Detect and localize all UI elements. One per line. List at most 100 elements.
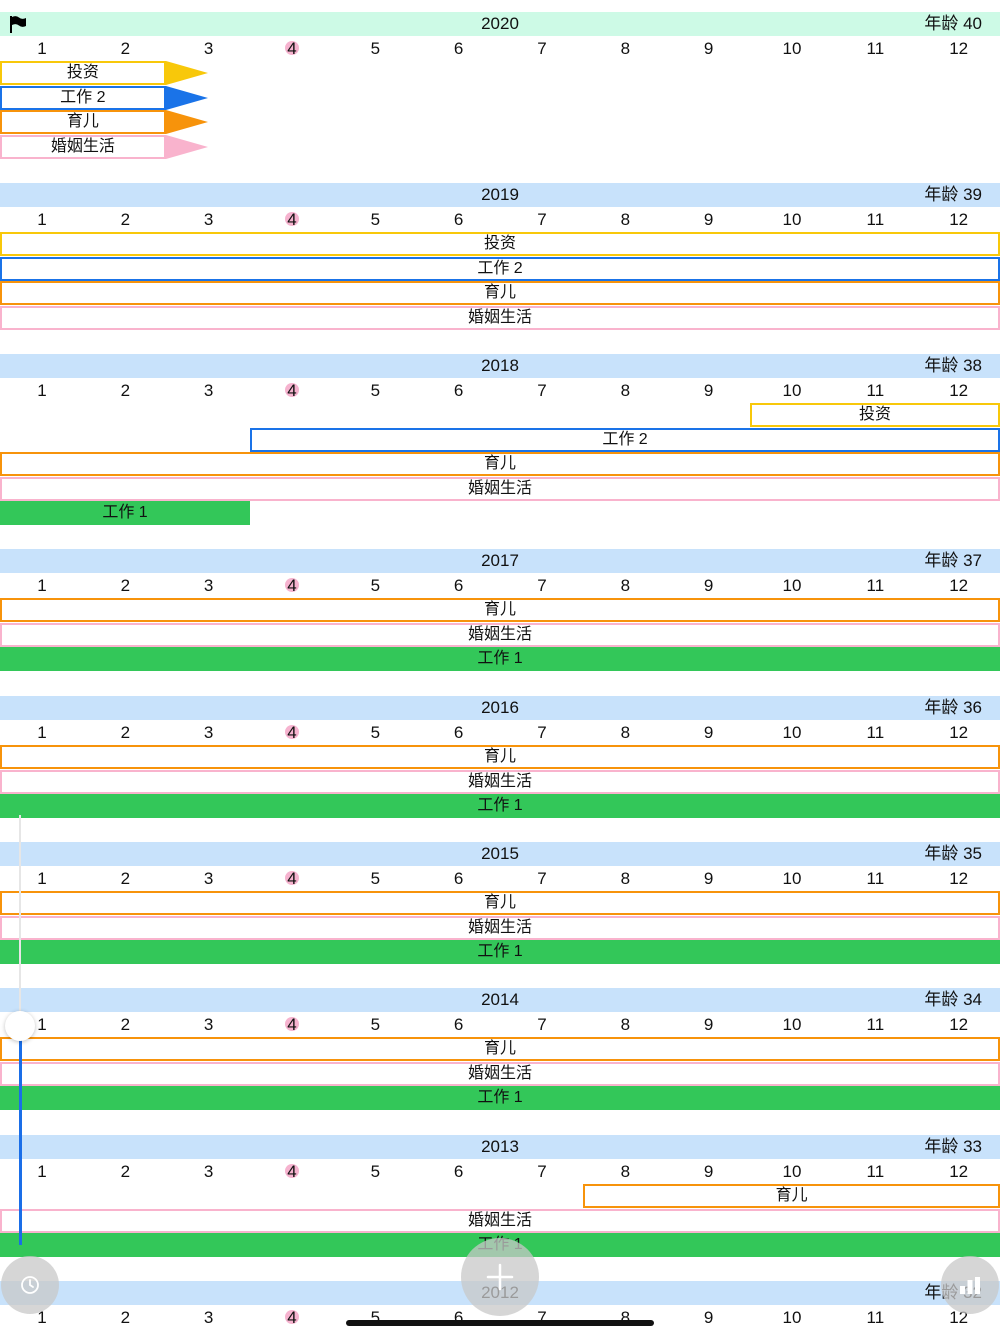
flag-icon bbox=[10, 16, 26, 33]
month-label: 1 bbox=[37, 381, 47, 400]
month-label: 9 bbox=[703, 723, 714, 742]
current-month-marker: 4 bbox=[272, 208, 312, 232]
month-row: 1 2 3 4 5 6 7 8 9 10 11 12 bbox=[0, 37, 1000, 61]
event-bar[interactable]: 工作 1 bbox=[0, 940, 1000, 964]
month-label: 6 bbox=[453, 1015, 464, 1034]
year-header[interactable]: 2014 年龄 34 bbox=[0, 988, 1000, 1012]
month-label: 12 bbox=[949, 723, 969, 742]
month-label: 8 bbox=[620, 210, 631, 229]
current-month-marker: 4 bbox=[272, 1160, 312, 1184]
year-header[interactable]: 2016 年龄 36 bbox=[0, 696, 1000, 720]
month-label: 1 bbox=[37, 39, 47, 58]
month-label: 11 bbox=[866, 723, 885, 742]
month-row: 1 2 3 4 5 6 7 8 9 10 11 12 bbox=[0, 867, 1000, 891]
event-bar[interactable]: 投资 bbox=[0, 61, 166, 85]
month-label: 3 bbox=[203, 210, 214, 229]
month-label: 5 bbox=[370, 576, 381, 595]
month-label: 7 bbox=[537, 381, 547, 400]
year-header[interactable]: 2015 年龄 35 bbox=[0, 842, 1000, 866]
year-header[interactable]: 2020 年龄 40 bbox=[0, 12, 1000, 36]
event-bar[interactable]: 育儿 bbox=[0, 110, 166, 134]
event-bar[interactable]: 工作 2 bbox=[250, 427, 1000, 452]
event-bar[interactable]: 投资 bbox=[0, 232, 1000, 256]
month-label: 7 bbox=[537, 210, 547, 229]
month-label: 6 bbox=[453, 39, 464, 58]
month-label: 8 bbox=[620, 576, 631, 595]
event-bar[interactable]: 婚姻生活 bbox=[0, 134, 166, 159]
event-bar[interactable]: 工作 1 bbox=[0, 1086, 1000, 1110]
event-bar[interactable]: 工作 2 bbox=[0, 85, 166, 110]
statistics-button[interactable] bbox=[941, 1256, 999, 1314]
year-title: 2018 bbox=[481, 356, 519, 375]
month-label: 9 bbox=[703, 39, 714, 58]
month-label: 3 bbox=[203, 576, 214, 595]
event-bar[interactable]: 婚姻生活 bbox=[0, 476, 1000, 501]
month-label: 10 bbox=[782, 1308, 802, 1327]
month-label: 2 bbox=[120, 576, 131, 595]
month-label: 8 bbox=[620, 869, 631, 888]
current-month-marker: 4 bbox=[272, 721, 312, 745]
month-label: 6 bbox=[453, 1308, 464, 1327]
event-bar[interactable]: 工作 1 bbox=[0, 794, 1000, 818]
event-bar[interactable]: 投资 bbox=[750, 403, 1000, 427]
year-title: 2019 bbox=[481, 185, 519, 204]
current-month-marker: 4 bbox=[272, 1013, 312, 1037]
event-bar[interactable]: 育儿 bbox=[0, 891, 1000, 915]
event-bar[interactable]: 婚姻生活 bbox=[0, 915, 1000, 940]
year-header[interactable]: 2019 年龄 39 bbox=[0, 183, 1000, 207]
month-label: 8 bbox=[620, 381, 631, 400]
month-row: 1 2 3 4 5 6 7 8 9 10 11 12 bbox=[0, 208, 1000, 232]
month-label: 3 bbox=[203, 1162, 214, 1181]
home-indicator[interactable] bbox=[346, 1320, 654, 1326]
year-header[interactable]: 2018 年龄 38 bbox=[0, 354, 1000, 378]
event-bar[interactable]: 育儿 bbox=[583, 1184, 1000, 1208]
event-bar[interactable]: 婚姻生活 bbox=[0, 1208, 1000, 1233]
month-label: 2 bbox=[120, 39, 131, 58]
event-bar[interactable]: 婚姻生活 bbox=[0, 1061, 1000, 1086]
event-bar[interactable]: 婚姻生活 bbox=[0, 622, 1000, 647]
event-bar[interactable]: 婚姻生活 bbox=[0, 769, 1000, 794]
year-title: 2016 bbox=[481, 698, 519, 717]
scrubber-handle[interactable] bbox=[5, 1011, 35, 1041]
month-label: 5 bbox=[370, 869, 381, 888]
plus-icon bbox=[486, 1263, 514, 1291]
year-title: 2015 bbox=[481, 844, 519, 863]
month-label: 12 bbox=[949, 39, 969, 58]
current-month-marker: 4 bbox=[272, 37, 312, 61]
month-label: 1 bbox=[37, 210, 47, 229]
event-bar[interactable]: 工作 1 bbox=[0, 647, 1000, 671]
add-event-button[interactable] bbox=[461, 1238, 539, 1316]
month-label: 3 bbox=[203, 723, 214, 742]
month-label: 11 bbox=[866, 39, 885, 58]
month-label: 2 bbox=[120, 1015, 131, 1034]
year-header[interactable]: 2017 年龄 37 bbox=[0, 549, 1000, 573]
month-label: 6 bbox=[453, 576, 464, 595]
event-bar[interactable]: 育儿 bbox=[0, 281, 1000, 305]
month-label: 3 bbox=[203, 381, 214, 400]
age-label: 年龄 34 bbox=[924, 990, 982, 1009]
year-title: 2017 bbox=[481, 551, 519, 570]
event-bar[interactable]: 育儿 bbox=[0, 598, 1000, 622]
month-label: 8 bbox=[620, 1308, 631, 1327]
month-label: 1 bbox=[37, 576, 47, 595]
month-label: 8 bbox=[620, 39, 631, 58]
event-bar[interactable]: 育儿 bbox=[0, 1037, 1000, 1061]
year-header[interactable]: 2013 年龄 33 bbox=[0, 1135, 1000, 1159]
event-bar[interactable]: 工作 1 bbox=[0, 501, 250, 525]
ongoing-arrow-icon bbox=[165, 134, 208, 159]
event-bar[interactable]: 工作 2 bbox=[0, 256, 1000, 281]
month-label: 7 bbox=[537, 869, 547, 888]
clock-icon bbox=[21, 1276, 39, 1294]
month-label: 2 bbox=[120, 869, 131, 888]
year-title: 2020 bbox=[481, 14, 519, 33]
clock-button[interactable] bbox=[1, 1256, 59, 1314]
age-label: 年龄 38 bbox=[924, 356, 982, 375]
month-label: 9 bbox=[703, 1162, 714, 1181]
age-label: 年龄 37 bbox=[924, 551, 982, 570]
month-label: 10 bbox=[782, 39, 802, 58]
event-bar[interactable]: 育儿 bbox=[0, 745, 1000, 769]
event-bar[interactable]: 育儿 bbox=[0, 452, 1000, 476]
event-bar[interactable]: 婚姻生活 bbox=[0, 305, 1000, 330]
month-label: 12 bbox=[949, 381, 969, 400]
